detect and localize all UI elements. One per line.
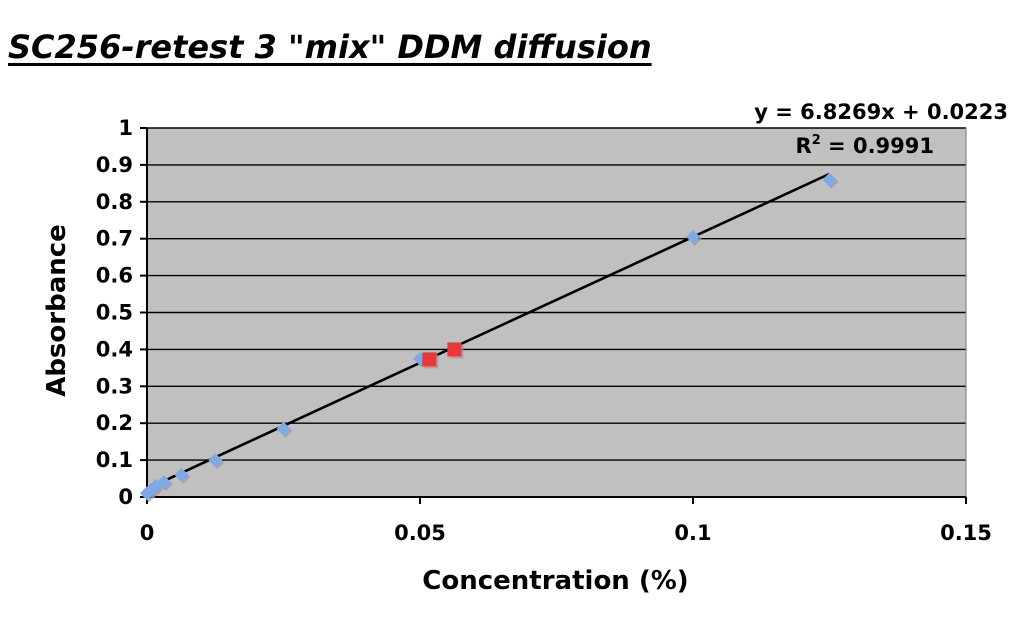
y-tick-label: 0.4	[96, 337, 133, 361]
x-tick-label: 0.1	[674, 521, 711, 545]
gridlines	[147, 127, 967, 497]
y-axis-ticks: 0 0.1 0.2 0.3 0.4 0.5 0.6 0.7 0.8 0.9 1	[96, 116, 147, 509]
x-axis-ticks: 0 0.05 0.1 0.15	[140, 497, 992, 545]
trendline-equation: y = 6.8269x + 0.0223	[754, 100, 1008, 124]
data-point-diamond	[208, 453, 223, 468]
y-tick-label: 0.1	[96, 448, 133, 472]
y-tick-label: 0.3	[96, 374, 133, 398]
r2-prefix: R	[796, 134, 812, 158]
x-axis-label: Concentration (%)	[422, 566, 688, 596]
r2-value: = 0.9991	[821, 134, 934, 158]
y-tick-label: 0.8	[96, 190, 133, 214]
trendline-group	[146, 172, 831, 490]
trendline-r-squared: R2 = 0.9991	[796, 133, 934, 158]
y-tick-label: 0	[118, 485, 133, 509]
trendline	[146, 172, 831, 490]
data-point-square	[447, 342, 462, 357]
data-point-diamond	[156, 475, 171, 490]
data-point-diamond	[822, 172, 837, 187]
y-tick-label: 0.6	[96, 264, 133, 288]
x-tick-label: 0.05	[394, 521, 446, 545]
data-point-diamond	[686, 229, 700, 244]
data-point-diamond	[174, 467, 189, 482]
x-tick-label: 0.15	[940, 521, 992, 545]
y-tick-label: 0.7	[96, 227, 133, 251]
y-tick-label: 0.9	[96, 153, 133, 177]
chart-title: SC256-retest 3 "mix" DDM diffusion	[8, 28, 652, 66]
y-tick-label: 0.2	[96, 411, 133, 435]
y-tick-label: 0.5	[96, 301, 133, 325]
data-points	[140, 172, 839, 503]
data-point-square	[422, 352, 437, 367]
x-tick-label: 0	[140, 521, 155, 545]
y-tick-label: 1	[118, 116, 133, 140]
r2-superscript: 2	[812, 133, 821, 148]
y-axis-label: Absorbance	[42, 224, 72, 397]
data-point-diamond	[276, 421, 291, 436]
